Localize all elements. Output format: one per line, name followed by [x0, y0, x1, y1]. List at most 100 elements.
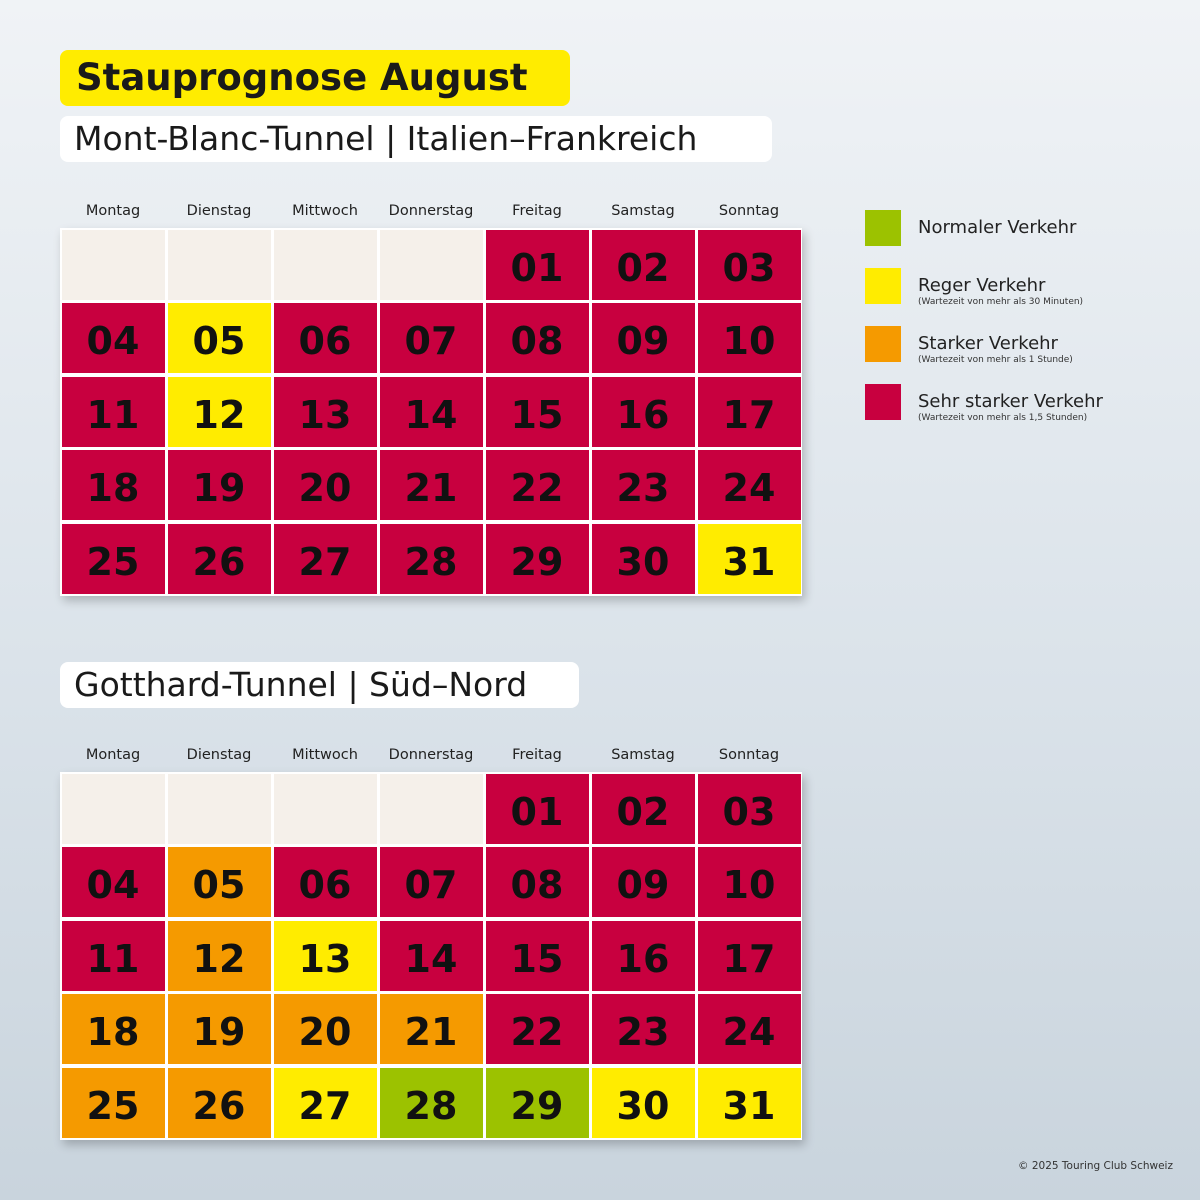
weekday-label: Dienstag: [186, 203, 252, 219]
day-cell: 04: [61, 847, 165, 917]
day-cell: 10: [697, 847, 801, 917]
day-cell: 09: [591, 847, 695, 917]
empty-cell: [273, 229, 377, 300]
weekday-label: Samstag: [611, 203, 675, 219]
day-cell: 29: [485, 523, 589, 594]
weekday-label: Samstag: [611, 747, 675, 763]
day-cell: 11: [61, 376, 165, 447]
weekday-label: Montag: [85, 203, 141, 219]
legend-swatch: [865, 326, 901, 362]
day-cell: 30: [591, 1067, 695, 1138]
day-cell: 02: [591, 773, 695, 844]
legend-label: Sehr starker Verkehr: [918, 391, 1103, 412]
legend-note: (Wartezeit von mehr als 1,5 Stunden): [918, 413, 1088, 423]
day-cell: 13: [273, 920, 377, 991]
calendar-grid-mont-blanc: 01 02 03 04 05 06 07 08 09 10 11 12 13 14 15 16 17 18 19 20…: [60, 228, 802, 596]
day-cell: 01: [485, 773, 589, 844]
weekday-label: Dienstag: [186, 747, 252, 763]
day-cell: 31: [697, 1067, 801, 1138]
day-cell: 26: [167, 1067, 271, 1138]
weekday-label: Freitag: [512, 203, 562, 219]
day-cell: 05: [167, 303, 271, 373]
empty-cell: [61, 229, 165, 300]
day-cell: 28: [379, 1067, 483, 1138]
day-cell: 18: [61, 450, 165, 520]
day-cell: 07: [379, 303, 483, 373]
day-cell: 23: [591, 994, 695, 1064]
weekday-label: Sonntag: [718, 203, 780, 219]
weekday-label: Montag: [85, 747, 141, 763]
legend-item-starker: Starker Verkehr (Wartezeit von mehr als …: [865, 326, 1165, 366]
weekday-label: Donnerstag: [388, 747, 474, 763]
day-cell: 11: [61, 920, 165, 991]
legend-label: Starker Verkehr: [918, 333, 1058, 354]
day-cell: 20: [273, 450, 377, 520]
empty-cell: [379, 773, 483, 844]
legend-note: (Wartezeit von mehr als 30 Minuten): [918, 297, 1084, 307]
day-cell: 13: [273, 376, 377, 447]
legend-label: Normaler Verkehr: [918, 217, 1077, 238]
weekday-header-gotthard: Montag Dienstag Mittwoch Donnerstag Frei…: [60, 747, 802, 767]
legend-swatch: [865, 384, 901, 420]
legend-item-reger: Reger Verkehr (Wartezeit von mehr als 30…: [865, 268, 1165, 308]
day-cell: 25: [61, 523, 165, 594]
day-cell: 15: [485, 920, 589, 991]
calendar-subtitle-mont-blanc: Mont-Blanc-Tunnel | Italien–Frankreich: [60, 116, 772, 162]
day-cell: 22: [485, 450, 589, 520]
day-cell: 14: [379, 920, 483, 991]
day-cell: 25: [61, 1067, 165, 1138]
day-cell: 24: [697, 994, 801, 1064]
day-cell: 30: [591, 523, 695, 594]
day-cell: 04: [61, 303, 165, 373]
day-cell: 20: [273, 994, 377, 1064]
day-cell: 15: [485, 376, 589, 447]
day-cell: 16: [591, 920, 695, 991]
calendar-grid-gotthard: 01 02 03 04 05 06 07 08 09 10 11 12 13 14 15 16 17 18 19 20…: [60, 772, 802, 1140]
weekday-header-mont-blanc: Montag Dienstag Mittwoch Donnerstag Frei…: [60, 203, 802, 223]
day-cell: 07: [379, 847, 483, 917]
legend-swatch: [865, 210, 901, 246]
empty-cell: [167, 773, 271, 844]
day-cell: 06: [273, 847, 377, 917]
day-cell: 27: [273, 523, 377, 594]
day-cell: 29: [485, 1067, 589, 1138]
legend-label: Reger Verkehr: [918, 275, 1046, 296]
weekday-label: Mittwoch: [292, 747, 358, 763]
day-cell: 03: [697, 229, 801, 300]
day-cell: 05: [167, 847, 271, 917]
day-cell: 24: [697, 450, 801, 520]
day-cell: 18: [61, 994, 165, 1064]
empty-cell: [61, 773, 165, 844]
empty-cell: [273, 773, 377, 844]
day-cell: 27: [273, 1067, 377, 1138]
day-cell: 21: [379, 450, 483, 520]
day-cell: 09: [591, 303, 695, 373]
day-cell: 17: [697, 920, 801, 991]
day-cell: 02: [591, 229, 695, 300]
day-cell: 08: [485, 847, 589, 917]
day-cell: 26: [167, 523, 271, 594]
copyright-notice: © 2025 Touring Club Schweiz: [1018, 1160, 1173, 1172]
day-cell: 12: [167, 920, 271, 991]
day-cell: 01: [485, 229, 589, 300]
day-cell: 08: [485, 303, 589, 373]
day-cell: 16: [591, 376, 695, 447]
day-cell: 31: [697, 523, 801, 594]
legend-swatch: [865, 268, 901, 304]
weekday-label: Donnerstag: [388, 203, 474, 219]
day-cell: 14: [379, 376, 483, 447]
day-cell: 06: [273, 303, 377, 373]
weekday-label: Freitag: [512, 747, 562, 763]
legend-item-normal: Normaler Verkehr: [865, 210, 1165, 250]
calendar-subtitle-gotthard: Gotthard-Tunnel | Süd–Nord: [60, 662, 579, 708]
day-cell: 17: [697, 376, 801, 447]
day-cell: 23: [591, 450, 695, 520]
day-cell: 22: [485, 994, 589, 1064]
day-cell: 19: [167, 994, 271, 1064]
day-cell: 12: [167, 376, 271, 447]
day-cell: 21: [379, 994, 483, 1064]
day-cell: 03: [697, 773, 801, 844]
legend-item-sehr: Sehr starker Verkehr (Wartezeit von mehr…: [865, 384, 1165, 424]
weekday-label: Sonntag: [718, 747, 780, 763]
day-cell: 19: [167, 450, 271, 520]
